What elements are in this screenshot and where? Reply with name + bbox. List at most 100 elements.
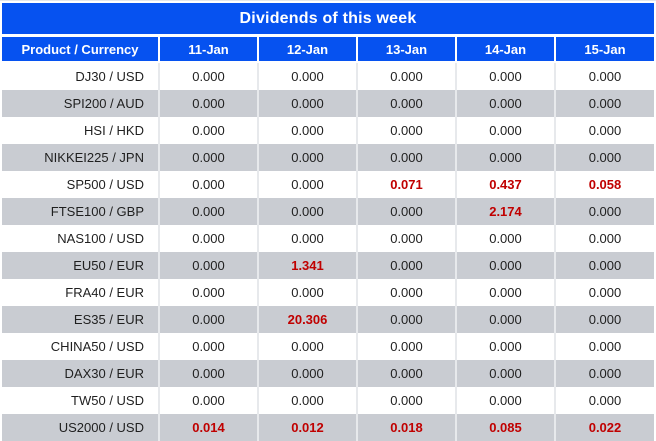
value-cell: 0.000	[257, 198, 357, 225]
value-cell: 0.000	[158, 62, 258, 90]
value-cell: 0.071	[356, 171, 456, 198]
value-cell: 0.000	[257, 117, 357, 144]
table-row: TW50 / USD 0.000 0.000 0.000 0.000 0.000	[2, 387, 654, 414]
value-cell: 0.012	[257, 414, 357, 441]
col-header-15-jan: 15-Jan	[554, 37, 654, 63]
product-cell: FTSE100 / GBP	[2, 198, 159, 225]
table-row: FRA40 / EUR 0.000 0.000 0.000 0.000 0.000	[2, 279, 654, 306]
value-cell: 0.000	[257, 225, 357, 252]
value-cell: 0.000	[158, 387, 258, 414]
value-cell: 0.000	[257, 171, 357, 198]
value-cell: 0.000	[158, 225, 258, 252]
table-row: FTSE100 / GBP 0.000 0.000 0.000 2.174 0.000	[2, 198, 654, 225]
table-row: SPI200 / AUD 0.000 0.000 0.000 0.000 0.000	[2, 90, 654, 117]
dividends-table: Product / Currency 11-Jan 12-Jan 13-Jan …	[2, 37, 654, 441]
value-cell: 0.022	[554, 414, 654, 441]
value-cell: 0.437	[455, 171, 555, 198]
col-header-14-jan: 14-Jan	[455, 37, 555, 63]
table-row: HSI / HKD 0.000 0.000 0.000 0.000 0.000	[2, 117, 654, 144]
value-cell: 0.000	[554, 144, 654, 171]
value-cell: 0.000	[455, 279, 555, 306]
product-cell: TW50 / USD	[2, 387, 159, 414]
table-row: US2000 / USD 0.014 0.012 0.018 0.085 0.022	[2, 414, 654, 441]
value-cell: 0.000	[455, 90, 555, 117]
value-cell: 0.000	[257, 360, 357, 387]
product-cell: SPI200 / AUD	[2, 90, 159, 117]
value-cell: 0.000	[554, 279, 654, 306]
col-header-product: Product / Currency	[2, 37, 159, 63]
table-row: DAX30 / EUR 0.000 0.000 0.000 0.000 0.000	[2, 360, 654, 387]
value-cell: 0.000	[554, 360, 654, 387]
value-cell: 0.000	[554, 117, 654, 144]
value-cell: 0.000	[158, 279, 258, 306]
value-cell: 0.000	[158, 306, 258, 333]
value-cell: 0.000	[455, 387, 555, 414]
value-cell: 0.000	[356, 333, 456, 360]
value-cell: 0.000	[554, 333, 654, 360]
col-header-11-jan: 11-Jan	[158, 37, 258, 63]
value-cell: 0.000	[554, 252, 654, 279]
value-cell: 0.000	[356, 387, 456, 414]
value-cell: 0.018	[356, 414, 456, 441]
value-cell: 2.174	[455, 198, 555, 225]
value-cell: 0.000	[158, 90, 258, 117]
product-cell: DAX30 / EUR	[2, 360, 159, 387]
col-header-13-jan: 13-Jan	[356, 37, 456, 63]
title-bar: Dividends of this week	[2, 3, 654, 34]
value-cell: 0.000	[455, 117, 555, 144]
product-cell: NAS100 / USD	[2, 225, 159, 252]
value-cell: 0.000	[356, 306, 456, 333]
value-cell: 0.000	[455, 144, 555, 171]
value-cell: 0.000	[356, 62, 456, 90]
value-cell: 0.000	[158, 333, 258, 360]
value-cell: 20.306	[257, 306, 357, 333]
table-row: CHINA50 / USD 0.000 0.000 0.000 0.000 0.000	[2, 333, 654, 360]
product-cell: DJ30 / USD	[2, 62, 159, 90]
value-cell: 0.000	[158, 144, 258, 171]
widget-title: Dividends of this week	[239, 9, 417, 27]
value-cell: 0.000	[554, 387, 654, 414]
value-cell: 1.341	[257, 252, 357, 279]
value-cell: 0.000	[257, 333, 357, 360]
value-cell: 0.000	[257, 90, 357, 117]
value-cell: 0.000	[356, 360, 456, 387]
value-cell: 0.000	[158, 117, 258, 144]
value-cell: 0.058	[554, 171, 654, 198]
value-cell: 0.000	[356, 252, 456, 279]
value-cell: 0.000	[455, 62, 555, 90]
product-cell: FRA40 / EUR	[2, 279, 159, 306]
table-row: SP500 / USD 0.000 0.000 0.071 0.437 0.058	[2, 171, 654, 198]
product-cell: ES35 / EUR	[2, 306, 159, 333]
product-cell: CHINA50 / USD	[2, 333, 159, 360]
value-cell: 0.000	[554, 62, 654, 90]
value-cell: 0.000	[356, 117, 456, 144]
col-header-12-jan: 12-Jan	[257, 37, 357, 63]
value-cell: 0.014	[158, 414, 258, 441]
value-cell: 0.000	[554, 90, 654, 117]
value-cell: 0.000	[356, 90, 456, 117]
value-cell: 0.000	[356, 198, 456, 225]
value-cell: 0.000	[356, 279, 456, 306]
product-cell: NIKKEI225 / JPN	[2, 144, 159, 171]
product-cell: EU50 / EUR	[2, 252, 159, 279]
value-cell: 0.000	[257, 279, 357, 306]
value-cell: 0.000	[257, 62, 357, 90]
value-cell: 0.000	[554, 198, 654, 225]
value-cell: 0.000	[455, 360, 555, 387]
value-cell: 0.000	[158, 360, 258, 387]
table-row: EU50 / EUR 0.000 1.341 0.000 0.000 0.000	[2, 252, 654, 279]
value-cell: 0.000	[158, 171, 258, 198]
value-cell: 0.085	[455, 414, 555, 441]
value-cell: 0.000	[455, 225, 555, 252]
table-row: ES35 / EUR 0.000 20.306 0.000 0.000 0.000	[2, 306, 654, 333]
product-cell: HSI / HKD	[2, 117, 159, 144]
value-cell: 0.000	[356, 144, 456, 171]
table-body: DJ30 / USD 0.000 0.000 0.000 0.000 0.000 SPI20…	[2, 62, 654, 441]
value-cell: 0.000	[257, 387, 357, 414]
value-cell: 0.000	[158, 252, 258, 279]
table-row: NIKKEI225 / JPN 0.000 0.000 0.000 0.000 0.000	[2, 144, 654, 171]
value-cell: 0.000	[455, 306, 555, 333]
value-cell: 0.000	[356, 225, 456, 252]
value-cell: 0.000	[554, 306, 654, 333]
